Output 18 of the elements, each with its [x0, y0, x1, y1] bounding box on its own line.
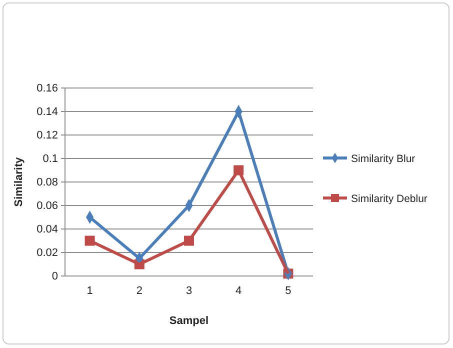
y-tick-label: 0.04	[36, 224, 58, 236]
y-tick-label: 0.02	[36, 247, 58, 260]
y-tick-label: 0.16	[36, 82, 58, 95]
x-axis-title: Sampel	[169, 315, 209, 327]
y-tick-label: 0.08	[36, 176, 58, 189]
y-tick-label: 0.14	[36, 106, 58, 118]
x-tick-label: 4	[236, 284, 242, 297]
y-tick-label: 0	[52, 270, 58, 283]
legend-label: Similarity Blur	[351, 153, 416, 165]
y-tick-label: 0.06	[36, 200, 58, 212]
y-axis-title: Similarity	[13, 156, 25, 207]
x-tick-label: 5	[285, 284, 292, 297]
legend-label: Similarity Deblur	[351, 193, 428, 205]
x-tick-label: 3	[186, 284, 192, 297]
y-tick-label: 0.1	[42, 153, 58, 166]
y-tick-label: 0.12	[36, 130, 58, 142]
x-tick-label: 2	[136, 284, 142, 297]
x-tick-label: 1	[86, 284, 93, 297]
